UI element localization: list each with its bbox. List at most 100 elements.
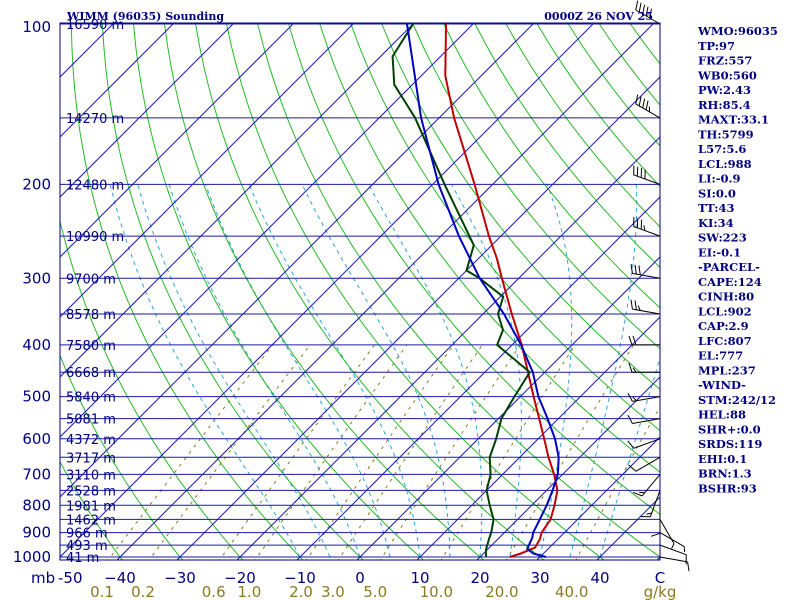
wind-barb bbox=[635, 94, 661, 119]
pressure-tick-label: 400 bbox=[22, 336, 51, 354]
pressure-tick-label: 600 bbox=[22, 430, 51, 448]
temperature-tick-label: −40 bbox=[104, 569, 136, 587]
isotherm-line bbox=[0, 12, 65, 568]
temperature-tick-label: 20 bbox=[470, 569, 489, 587]
parcel-profile-line bbox=[406, 23, 560, 558]
height-label: 1981 m bbox=[66, 499, 116, 514]
wind-barb bbox=[640, 490, 661, 518]
wind-barbs bbox=[627, 0, 690, 572]
mixing-ratio-line bbox=[219, 344, 375, 560]
index-item: TT:43 bbox=[698, 201, 735, 215]
wind-barb bbox=[630, 299, 661, 315]
pressure-tick-label: 200 bbox=[22, 175, 51, 193]
index-item: MPL:237 bbox=[698, 363, 756, 377]
temperature-tick-label: C bbox=[655, 569, 665, 587]
index-item: KI:34 bbox=[698, 216, 734, 230]
mixing-ratio-tick-label: 40.0 bbox=[555, 583, 588, 600]
height-label: 41 m bbox=[66, 551, 99, 566]
isotherm-line bbox=[116, 23, 655, 560]
moist-adiabat-line bbox=[599, 356, 660, 558]
wind-barb bbox=[633, 165, 661, 185]
pressure-tick-label: 500 bbox=[22, 388, 51, 406]
sounding-time: 0000Z 26 NOV 25 bbox=[544, 10, 653, 23]
height-label: 3717 m bbox=[66, 451, 116, 466]
isotherm-line bbox=[296, 196, 660, 560]
index-item: HEL:88 bbox=[698, 408, 746, 422]
dry-adiabat-line bbox=[257, 23, 660, 558]
height-label: 7580 m bbox=[66, 339, 116, 354]
index-item: LCL:988 bbox=[698, 157, 752, 171]
moist-adiabat-line bbox=[450, 184, 522, 558]
index-item: SRDS:119 bbox=[698, 437, 762, 451]
dry-adiabat-line bbox=[164, 23, 485, 560]
mixing-ratio-tick-label: 20.0 bbox=[485, 583, 518, 600]
index-item: CINH:80 bbox=[698, 290, 754, 304]
index-item: L57:5.6 bbox=[698, 142, 746, 156]
mixing-ratio-tick-label: 0.2 bbox=[131, 583, 155, 600]
dry-adiabat-line bbox=[288, 23, 660, 515]
dry-adiabat-line bbox=[133, 23, 425, 560]
background-lines bbox=[0, 12, 660, 568]
index-item: PW:2.43 bbox=[698, 83, 751, 97]
temperature-tick-label: −20 bbox=[224, 569, 256, 587]
isotherm-line bbox=[60, 23, 415, 378]
mixing-ratio-tick-label: 1.0 bbox=[237, 583, 261, 600]
moist-adiabat-line bbox=[569, 184, 638, 558]
index-item: LCL:902 bbox=[698, 304, 752, 318]
mixing-ratio-line bbox=[337, 344, 483, 560]
index-item: TP:97 bbox=[698, 39, 735, 53]
mixing-ratio-line bbox=[379, 344, 521, 560]
wind-barb bbox=[659, 519, 675, 549]
isobars bbox=[60, 23, 660, 558]
index-item: CAP:2.9 bbox=[698, 319, 749, 333]
index-item: RH:85.4 bbox=[698, 98, 751, 112]
height-label: 5081 m bbox=[66, 413, 116, 428]
dry-adiabat-line bbox=[70, 23, 304, 560]
height-label: 8578 m bbox=[66, 308, 116, 323]
mixing-ratio-line bbox=[148, 344, 311, 560]
wind-barb bbox=[628, 456, 661, 472]
height-label: 14270 m bbox=[66, 112, 124, 127]
dewpoint-profile-line bbox=[391, 23, 532, 558]
temperature-tick-label: 10 bbox=[410, 569, 429, 587]
wind-barb bbox=[627, 392, 661, 402]
stability-indices-list: WMO:96035TP:97FRZ:557WB0:560PW:2.43RH:85… bbox=[697, 24, 778, 495]
index-item: MAXT:33.1 bbox=[698, 113, 769, 127]
wind-barb bbox=[635, 0, 661, 25]
moist-adiabat-line bbox=[137, 184, 331, 558]
moist-adiabat-line bbox=[248, 184, 421, 558]
isotherm-line bbox=[60, 23, 235, 198]
wind-barb bbox=[659, 556, 690, 572]
pressure-axis: 100 200 300 400 500 600 700 800 900 1000 bbox=[13, 18, 51, 566]
temperature-tick-label: -50 bbox=[58, 569, 83, 587]
index-item: SHR+:0.0 bbox=[698, 422, 761, 436]
wind-barb bbox=[628, 335, 660, 346]
dry-adiabat-line bbox=[474, 23, 660, 269]
pressure-tick-label: 800 bbox=[22, 496, 51, 514]
index-item: EL:777 bbox=[698, 349, 743, 363]
height-label: 2528 m bbox=[66, 484, 116, 499]
wind-barb bbox=[627, 414, 661, 424]
mixing-ratio-line bbox=[254, 344, 408, 560]
plot-frame bbox=[59, 22, 661, 561]
index-item: LFC:807 bbox=[698, 334, 752, 348]
wind-barb bbox=[633, 216, 661, 237]
mixing-ratio-line bbox=[440, 344, 576, 560]
pressure-tick-label: 1000 bbox=[13, 548, 51, 566]
pressure-tick-label: 300 bbox=[22, 269, 51, 287]
mixing-ratio-unit-label: g/kg bbox=[644, 583, 677, 600]
dry-adiabat-line bbox=[536, 23, 660, 188]
mixing-ratio-tick-label: 0.1 bbox=[90, 583, 114, 600]
index-item: -WIND- bbox=[698, 378, 746, 392]
wind-barb bbox=[627, 438, 661, 449]
index-item: LI:-0.9 bbox=[698, 172, 741, 186]
isotherm-line bbox=[60, 23, 595, 558]
height-label: 10990 m bbox=[66, 230, 124, 245]
temperature-tick-label: 40 bbox=[590, 569, 609, 587]
isotherm-line bbox=[356, 256, 660, 560]
pressure-tick-label: 900 bbox=[22, 524, 51, 542]
height-label: 3110 m bbox=[66, 468, 116, 483]
index-item: FRZ:557 bbox=[698, 54, 752, 68]
isotherm-line bbox=[60, 23, 295, 258]
